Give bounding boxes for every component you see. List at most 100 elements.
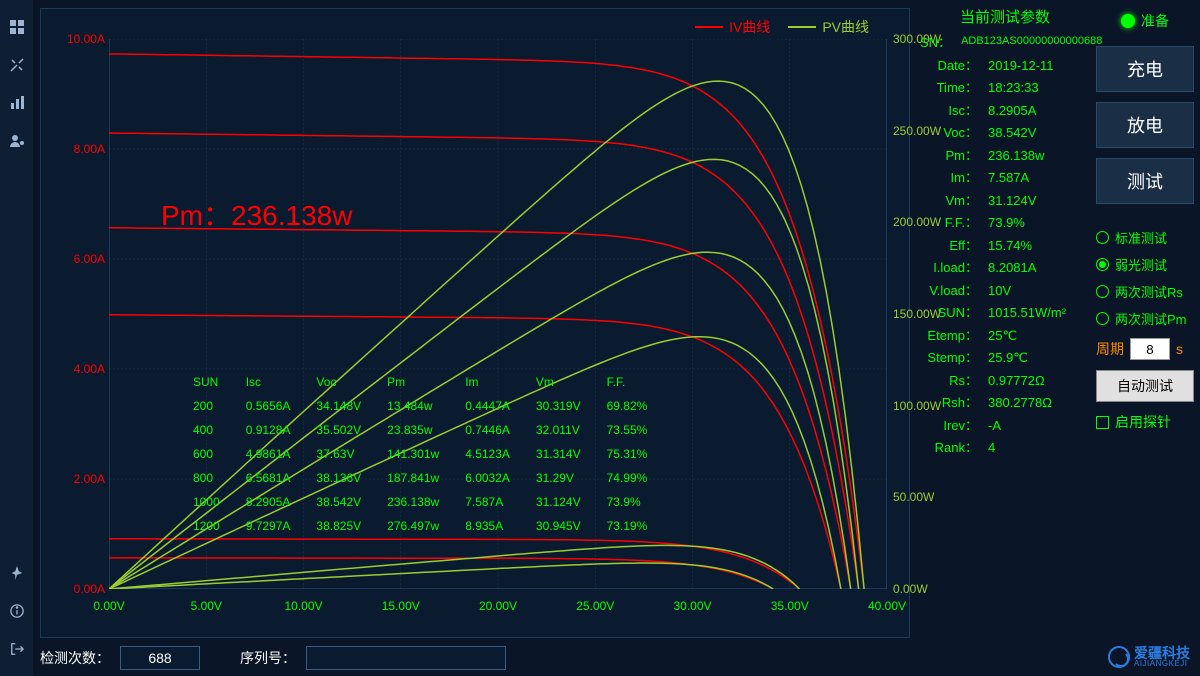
- param-value: 25℃: [978, 326, 1090, 346]
- pin-icon[interactable]: [8, 564, 26, 582]
- period-input[interactable]: [1130, 338, 1170, 360]
- count-value[interactable]: 688: [120, 646, 200, 670]
- table-cell: 141.301w: [375, 443, 451, 465]
- auto-test-button[interactable]: 自动测试: [1096, 370, 1194, 402]
- param-row: Voc：38.542V: [920, 123, 1090, 143]
- table-cell: 69.82%: [595, 395, 660, 417]
- param-value: 1015.51W/m²: [978, 303, 1090, 323]
- radio-label: 两次测试Pm: [1115, 309, 1187, 328]
- param-label: Stemp：: [920, 348, 978, 368]
- table-cell: 400: [181, 419, 232, 441]
- radio-item[interactable]: 标准测试: [1096, 228, 1194, 247]
- radio-item[interactable]: 弱光测试: [1096, 255, 1194, 274]
- table-cell: 30.319V: [524, 395, 593, 417]
- param-value: 8.2905A: [978, 101, 1090, 121]
- radio-label: 弱光测试: [1115, 255, 1167, 274]
- x-tick: 10.00V: [284, 599, 322, 613]
- param-value: 0.97772Ω: [978, 371, 1090, 391]
- table-cell: 34.148V: [304, 395, 373, 417]
- charge-button[interactable]: 充电: [1096, 46, 1194, 92]
- table-cell: 7.587A: [453, 491, 522, 513]
- param-row: F.F.：73.9%: [920, 213, 1090, 233]
- table-cell: 38.825V: [304, 515, 373, 537]
- overlay-data-table: SUNIscVocPmImVmF.F. 2000.5656A34.148V13.…: [179, 369, 661, 539]
- x-tick: 15.00V: [382, 599, 420, 613]
- table-cell: 236.138w: [375, 491, 451, 513]
- radio-icon: [1096, 285, 1109, 298]
- param-value: 15.74%: [978, 236, 1090, 256]
- serial-input[interactable]: [306, 646, 506, 670]
- table-cell: 23.835w: [375, 419, 451, 441]
- y-left-tick: 8.00A: [47, 142, 105, 156]
- param-label: Rank：: [920, 438, 978, 458]
- x-tick: 0.00V: [93, 599, 124, 613]
- y-right-tick: 0.00W: [893, 582, 928, 596]
- bar-chart-icon[interactable]: [8, 94, 26, 112]
- table-row: 10008.2905A38.542V236.138w7.587A31.124V7…: [181, 491, 659, 513]
- info-icon[interactable]: [8, 602, 26, 620]
- status-dot-icon: [1121, 14, 1135, 28]
- param-value: 31.124V: [978, 191, 1090, 211]
- table-cell: 35.502V: [304, 419, 373, 441]
- enable-probe-row[interactable]: 启用探针: [1096, 412, 1194, 432]
- table-header: SUN: [181, 371, 232, 393]
- radio-item[interactable]: 两次测试Rs: [1096, 282, 1194, 301]
- left-sidebar: [0, 0, 33, 676]
- exit-icon[interactable]: [8, 640, 26, 658]
- table-cell: 8.2905A: [234, 491, 303, 513]
- table-cell: 6.5681A: [234, 467, 303, 489]
- table-cell: 31.314V: [524, 443, 593, 465]
- brand-logo: 爱疆科技 AIJIANGKEJI: [1108, 646, 1190, 668]
- test-mode-radios: 标准测试弱光测试两次测试Rs 两次测试Pm: [1096, 228, 1194, 328]
- y-left-tick: 10.00A: [47, 32, 105, 46]
- table-cell: 600: [181, 443, 232, 465]
- param-row: Irev：-A: [920, 416, 1090, 436]
- param-value: 10V: [978, 281, 1090, 301]
- grid-icon[interactable]: [8, 18, 26, 36]
- table-cell: 276.497w: [375, 515, 451, 537]
- period-label: 周期: [1096, 339, 1124, 359]
- param-label: Rs：: [920, 371, 978, 391]
- param-value: 18:23:33: [978, 78, 1090, 98]
- table-cell: 31.29V: [524, 467, 593, 489]
- param-value: 380.2778Ω: [978, 393, 1090, 413]
- param-label: Eff：: [920, 236, 978, 256]
- param-label: Irev：: [920, 416, 978, 436]
- table-cell: 0.5656A: [234, 395, 303, 417]
- tools-icon[interactable]: [8, 56, 26, 74]
- table-row: 4000.9128A35.502V23.835w0.7446A32.011V73…: [181, 419, 659, 441]
- table-cell: 4.9861A: [234, 443, 303, 465]
- param-label: I.load：: [920, 258, 978, 278]
- y-right-tick: 50.00W: [893, 490, 934, 504]
- param-value: 25.9℃: [978, 348, 1090, 368]
- param-row: Eff：15.74%: [920, 236, 1090, 256]
- logo-mark-icon: [1108, 646, 1130, 668]
- table-cell: 73.55%: [595, 419, 660, 441]
- table-cell: 187.841w: [375, 467, 451, 489]
- param-value: 2019-12-11: [978, 56, 1090, 76]
- table-cell: 13.484w: [375, 395, 451, 417]
- param-label: Pm：: [920, 146, 978, 166]
- param-value: -A: [978, 416, 1090, 436]
- radio-item[interactable]: 两次测试Pm: [1096, 309, 1194, 328]
- y-left-tick: 4.00A: [47, 362, 105, 376]
- param-label: Time：: [920, 78, 978, 98]
- discharge-button[interactable]: 放电: [1096, 102, 1194, 148]
- table-cell: 74.99%: [595, 467, 660, 489]
- table-row: 2000.5656A34.148V13.484w0.4447A30.319V69…: [181, 395, 659, 417]
- test-button[interactable]: 测试: [1096, 158, 1194, 204]
- param-value: 73.9%: [978, 213, 1090, 233]
- param-row: V.load：10V: [920, 281, 1090, 301]
- param-row: Etemp：25℃: [920, 326, 1090, 346]
- param-label: Date：: [920, 56, 978, 76]
- pm-annotation: Pm：236.138w: [161, 194, 352, 234]
- radio-icon: [1096, 312, 1109, 325]
- param-row: Time：18:23:33: [920, 78, 1090, 98]
- param-row: Im：7.587A: [920, 168, 1090, 188]
- user-icon[interactable]: [8, 132, 26, 150]
- table-row: 8006.5681A38.136V187.841w6.0032A31.29V74…: [181, 467, 659, 489]
- chart-panel: IV曲线 PV曲线 Pm：236.138w SUNIscVocPmImVmF.F…: [40, 8, 910, 638]
- table-cell: 38.542V: [304, 491, 373, 513]
- table-cell: 1200: [181, 515, 232, 537]
- status-text: 准备: [1141, 11, 1169, 31]
